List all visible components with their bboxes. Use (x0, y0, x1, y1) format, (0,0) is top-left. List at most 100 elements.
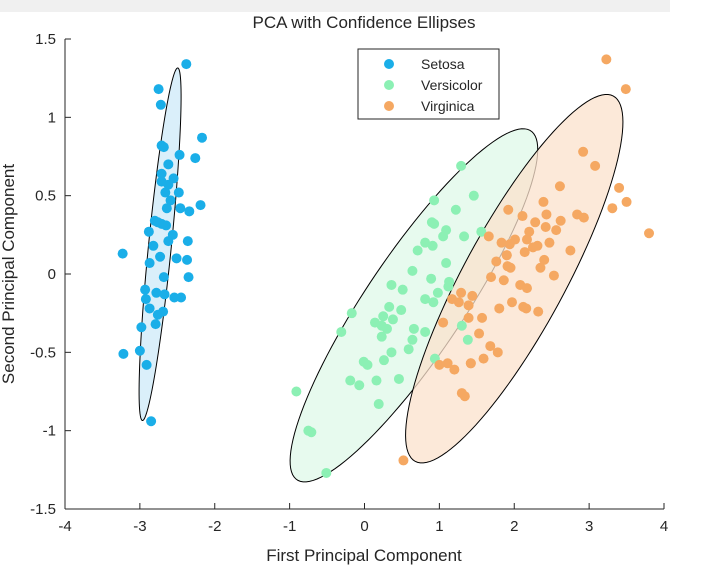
point-virginica (551, 225, 562, 236)
legend-marker-versicolor (384, 80, 394, 90)
point-setosa (117, 248, 128, 259)
point-virginica (474, 328, 485, 339)
point-virginica (578, 146, 589, 157)
point-setosa (182, 254, 193, 265)
confidence-ellipses (138, 67, 624, 483)
point-versicolor (426, 217, 437, 228)
point-versicolor (476, 226, 487, 237)
point-virginica (541, 209, 552, 220)
point-virginica (447, 294, 458, 305)
x-tick-label: 1 (435, 518, 443, 535)
point-versicolor (429, 195, 440, 206)
point-versicolor (321, 467, 332, 478)
point-setosa (148, 240, 159, 251)
point-virginica (620, 84, 631, 95)
point-virginica (517, 211, 528, 222)
point-virginica (555, 215, 566, 226)
point-virginica (538, 196, 549, 207)
point-virginica (544, 237, 555, 248)
point-versicolor (397, 284, 408, 295)
point-setosa (160, 187, 171, 198)
point-virginica (507, 297, 517, 308)
point-virginica (548, 270, 559, 281)
point-setosa (190, 153, 201, 164)
point-versicolor (420, 237, 431, 248)
point-setosa (144, 303, 155, 314)
y-tick-label: -0.5 (30, 344, 56, 361)
point-virginica (590, 160, 601, 171)
point-setosa (171, 253, 182, 264)
point-setosa (161, 220, 172, 231)
point-setosa (143, 226, 154, 237)
point-virginica (498, 275, 509, 286)
x-tick-label: 4 (660, 518, 668, 535)
point-versicolor (371, 375, 382, 386)
point-versicolor (403, 344, 414, 355)
point-versicolor (369, 317, 380, 328)
point-setosa (152, 309, 163, 320)
point-versicolor (346, 308, 357, 319)
x-tick-label: 2 (510, 518, 518, 535)
data-points (117, 54, 655, 478)
point-setosa (134, 345, 145, 356)
point-setosa (184, 206, 195, 217)
point-versicolor (407, 265, 418, 276)
point-setosa (165, 195, 176, 206)
point-setosa (144, 258, 155, 269)
point-setosa (163, 179, 174, 190)
y-tick-label: 0.5 (35, 188, 56, 205)
x-tick-label: 3 (585, 518, 593, 535)
point-setosa (156, 168, 167, 179)
point-virginica (442, 358, 453, 369)
legend-marker-virginica (384, 101, 394, 111)
point-versicolor (393, 373, 404, 384)
point-setosa (182, 236, 193, 247)
point-setosa (195, 200, 206, 211)
point-versicolor (441, 258, 452, 269)
point-virginica (438, 317, 449, 328)
point-versicolor (444, 276, 455, 287)
x-tick-label: -3 (133, 518, 146, 535)
point-virginica (540, 222, 551, 232)
y-tick-label: 1.5 (35, 31, 56, 48)
x-tick-label: 0 (360, 518, 368, 535)
point-versicolor (345, 375, 356, 386)
point-versicolor (420, 294, 431, 305)
y-tick-label: -1.5 (30, 501, 56, 518)
point-virginica (483, 231, 494, 242)
y-tick-label: 1 (48, 109, 56, 126)
point-versicolor (407, 334, 418, 345)
point-virginica (478, 353, 489, 364)
point-setosa (173, 187, 184, 198)
point-setosa (146, 416, 157, 427)
point-virginica (434, 359, 445, 370)
point-versicolor (438, 231, 449, 242)
chart-title: PCA with Confidence Ellipses (252, 13, 475, 32)
point-virginica (565, 245, 576, 256)
point-virginica (554, 181, 565, 192)
point-versicolor (450, 204, 461, 215)
point-versicolor (378, 355, 389, 366)
point-virginica (521, 283, 532, 294)
point-versicolor (386, 347, 397, 358)
point-versicolor (427, 240, 438, 251)
legend-box (357, 48, 500, 120)
point-virginica (456, 388, 467, 399)
point-virginica (496, 237, 507, 248)
point-setosa (181, 59, 192, 70)
ellipse-setosa (138, 67, 182, 421)
point-setosa (140, 294, 151, 305)
point-setosa (161, 203, 172, 214)
point-versicolor (378, 311, 389, 322)
point-setosa (140, 284, 151, 295)
point-virginica (614, 182, 625, 193)
legend-label-virginica: Virginica (421, 98, 475, 114)
point-versicolor (462, 334, 473, 345)
point-setosa (155, 251, 166, 262)
x-tick-label: -1 (283, 518, 296, 535)
point-setosa (163, 236, 174, 247)
point-setosa (159, 289, 170, 300)
point-virginica (527, 242, 538, 253)
point-virginica (502, 261, 513, 272)
